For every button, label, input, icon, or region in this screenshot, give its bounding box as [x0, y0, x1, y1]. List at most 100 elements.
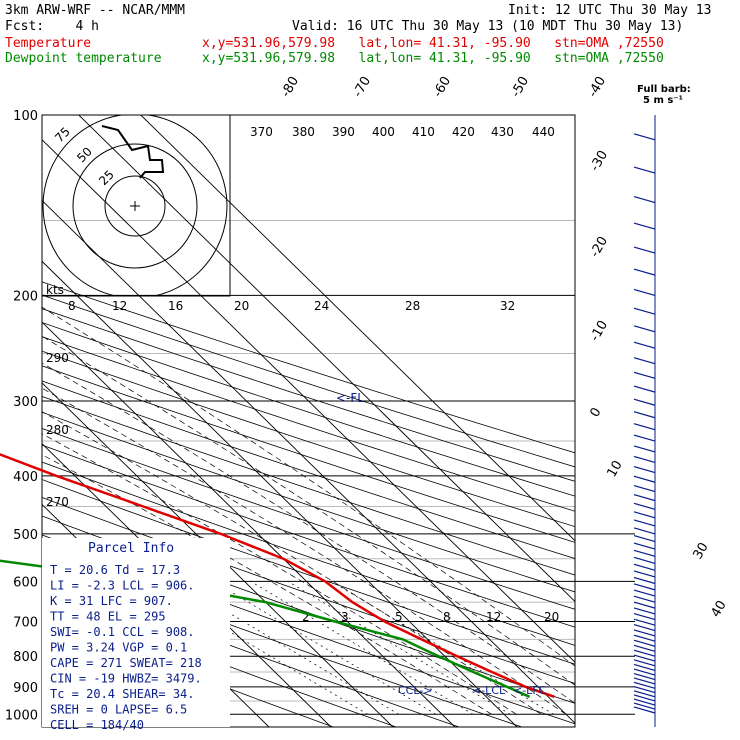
- mixing-ratio-label: 8: [443, 610, 451, 624]
- parcel-info-row: CAPE = 271 SWEAT= 218: [50, 656, 202, 670]
- isotherm-line: [78, 115, 575, 603]
- pressure-tick-label: 800: [13, 650, 38, 665]
- speed-tick-label: 16: [168, 299, 183, 313]
- freezing-level-label: <-FL: [336, 391, 364, 405]
- wind-barb: [633, 686, 656, 694]
- dry-adiabat: [42, 595, 397, 727]
- parcel-info-row: K = 31 LFC = 907.: [50, 594, 173, 608]
- wind-barb: [633, 649, 656, 657]
- pressure-tick-label: 900: [13, 681, 38, 696]
- pressure-tick-label: 300: [13, 395, 38, 410]
- wind-barb: [633, 341, 656, 349]
- wind-barb: [633, 535, 656, 543]
- ccl-label: CCL->: [398, 684, 432, 697]
- pressure-tick-label: 600: [13, 575, 38, 590]
- mixing-ratio-label: 12: [486, 610, 501, 624]
- pressure-tick-label: 1000: [5, 708, 38, 723]
- wind-barb: [633, 563, 656, 571]
- wind-barb: [633, 307, 656, 315]
- wind-barb: [633, 583, 656, 591]
- parcel-info-row: SREH = 0 LAPSE= 6.5: [50, 703, 187, 717]
- wind-barb: [633, 677, 656, 685]
- dry-adiabat: [42, 322, 575, 497]
- dry-adiabat: [42, 444, 575, 628]
- speed-tick-label: 12: [112, 299, 127, 313]
- wind-barb: [633, 694, 656, 702]
- isotherm-line: [42, 139, 575, 663]
- mixing-ratio-line: [213, 581, 437, 715]
- wind-barb: [633, 527, 656, 535]
- isotherm-label: 0: [587, 405, 604, 420]
- mixing-ratio-line: [287, 581, 511, 715]
- temperature-station-info: x,y=531.96,579.98 lat,lon= 41.31, -95.90…: [202, 36, 664, 51]
- dry-adiabat: [42, 294, 575, 468]
- wind-barb: [633, 133, 656, 141]
- wind-barb: [633, 485, 656, 493]
- theta-label: 420: [452, 125, 475, 139]
- moist-adiabat: [42, 454, 492, 715]
- forecast-hour: Fcst: 4 h: [5, 19, 99, 34]
- parcel-info-row: LI = -2.3 LCL = 906.: [50, 579, 195, 593]
- wind-barb: [633, 634, 656, 642]
- parcel-info-row: T = 20.6 Td = 17.3: [50, 563, 180, 577]
- wind-barb: [633, 601, 656, 609]
- parcel-info-row: CIN = -19 HWBZ= 3479.: [50, 672, 202, 686]
- wind-barb: [633, 613, 656, 621]
- wind-barb: [633, 549, 656, 557]
- dry-adiabat: [42, 308, 575, 482]
- mixing-ratio-label: 5: [395, 610, 403, 624]
- wind-barb: [633, 624, 656, 632]
- init-time: Init: 12 UTC Thu 30 May 13: [508, 3, 712, 18]
- dry-adiabat: [42, 461, 575, 646]
- isotherm-label: -20: [587, 234, 611, 260]
- moist-adiabat: [42, 362, 575, 704]
- wind-barb: [633, 475, 656, 483]
- barb-legend-line1: Full barb:: [637, 84, 691, 95]
- wind-barb: [633, 702, 656, 710]
- speed-tick-label: 24: [314, 299, 329, 313]
- pressure-tick-label: 100: [13, 109, 38, 124]
- wind-barb: [633, 576, 656, 585]
- wind-barb: [633, 411, 656, 419]
- isotherm-line: [42, 199, 575, 724]
- isotherm-label: -70: [350, 74, 374, 100]
- isotherm-label: -50: [508, 74, 532, 100]
- dewpoint-trace: [0, 559, 531, 698]
- theta-label: 370: [250, 125, 273, 139]
- plot-frame: [41, 114, 576, 728]
- isotherm-line: [140, 115, 575, 542]
- speed-tick-label: 32: [500, 299, 515, 313]
- isotherm-line: [42, 260, 518, 727]
- dry-adiabat: [42, 365, 575, 543]
- hodo-units: kts: [46, 283, 64, 297]
- theta-label: 290: [46, 351, 69, 365]
- wind-barb: [633, 668, 656, 676]
- hodo-ring-75: 75: [52, 124, 73, 145]
- speed-tick-label: 28: [405, 299, 420, 313]
- wind-barb: [633, 445, 656, 453]
- isotherm-line: [42, 382, 394, 727]
- wind-barb: [633, 672, 656, 681]
- wind-barb: [633, 659, 656, 667]
- isotherm-label: -80: [278, 74, 302, 100]
- wind-barb: [633, 434, 656, 442]
- theta-label: 380: [292, 125, 315, 139]
- wind-barb: [633, 607, 656, 615]
- wind-barb: [633, 166, 656, 174]
- dry-adiabat: [42, 479, 575, 665]
- dewpoint-station-info: x,y=531.96,579.98 lat,lon= 41.31, -95.90…: [202, 51, 664, 66]
- mixing-ratio-line: [250, 581, 474, 715]
- wind-barb: [633, 595, 656, 603]
- parcel-info-row: PW = 3.24 VGP = 0.1: [50, 641, 187, 655]
- wind-barb: [633, 654, 656, 662]
- parcel-info-row: SWI= -0.1 CCL = 908.: [50, 625, 195, 639]
- wind-barb: [633, 542, 656, 550]
- isotherm-label: -40: [585, 74, 609, 100]
- isotherm-line: [0, 115, 21, 727]
- dry-adiabat: [42, 497, 575, 684]
- parcel-info-row: TT = 48 EL = 295: [50, 610, 166, 624]
- wind-barb: [633, 455, 656, 464]
- wind-barb: [633, 246, 656, 254]
- temperature-trace: [0, 453, 555, 698]
- wind-barb: [633, 690, 656, 698]
